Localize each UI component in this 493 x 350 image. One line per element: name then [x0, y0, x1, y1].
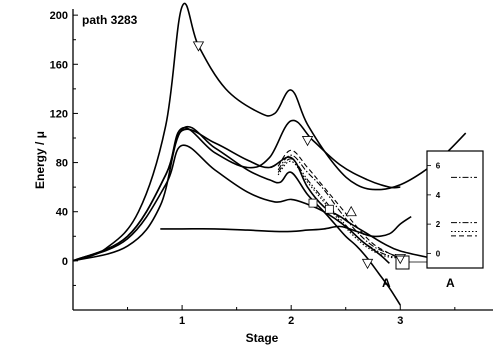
x-tick-label: 1 — [179, 315, 185, 327]
marker-triangle-up — [345, 205, 357, 217]
marker-triangle-down — [301, 136, 314, 147]
inset-tick-label: 2 — [436, 220, 441, 229]
marker-square — [324, 204, 334, 214]
y-axis-title: Energy / μ — [33, 131, 47, 189]
inset-tick-label: 4 — [436, 191, 441, 200]
marker-triangle-down — [361, 258, 374, 270]
zoom-box — [395, 255, 410, 270]
y-tick-label: 200 — [50, 10, 68, 22]
y-tick-label: 80 — [56, 158, 68, 170]
x-axis-title: Stage — [246, 331, 279, 345]
marker-triangle-down — [394, 253, 406, 265]
series-group — [72, 2, 467, 306]
inset-ticks: 0 2 4 6 — [427, 162, 441, 258]
y-tick-label: 120 — [50, 108, 68, 120]
inset-tick-label: 0 — [436, 249, 441, 258]
inset-tick-label: 6 — [436, 162, 441, 171]
inset-series — [451, 176, 477, 237]
inset-frame — [426, 150, 484, 269]
y-tick-label: 0 — [62, 256, 68, 268]
marker-triangle-down — [192, 41, 205, 52]
y-tick-label: 160 — [50, 59, 68, 71]
series-line-1 — [72, 2, 467, 262]
marker-square — [308, 198, 318, 208]
series-line-6 — [160, 215, 412, 238]
y-ticks: 0 40 80 120 160 200 — [50, 10, 78, 286]
inset-label: A — [446, 276, 455, 290]
path-annotation: path 3283 — [82, 13, 138, 27]
marker-group — [192, 41, 406, 270]
point-a-annotation: A — [382, 276, 391, 290]
inset-zoom-panel: 0 2 4 6 A — [426, 150, 484, 290]
x-tick-label: 2 — [288, 315, 294, 327]
series-line-7 — [277, 154, 401, 258]
series-line-9 — [277, 158, 401, 258]
x-ticks: 1 2 3 — [127, 305, 456, 327]
series-line-8 — [277, 149, 401, 259]
series-line-4 — [72, 144, 390, 264]
y-tick-label: 40 — [56, 207, 68, 219]
series-line-10 — [277, 160, 401, 259]
x-tick-label: 3 — [397, 315, 403, 327]
